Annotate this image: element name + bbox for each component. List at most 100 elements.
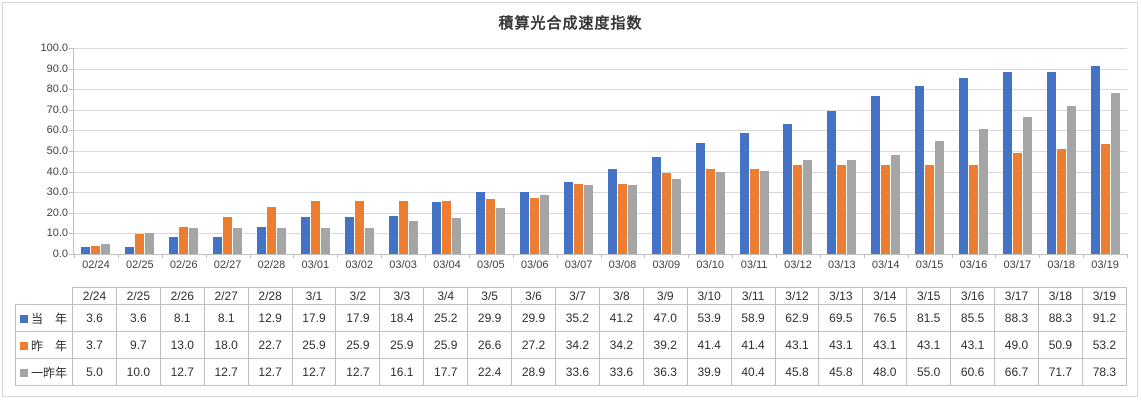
x-axis-label: 03/05 — [477, 259, 505, 271]
x-axis-label: 03/14 — [871, 259, 900, 271]
table-date-header: 3/2 — [335, 287, 381, 305]
table-series-row: 昨 年 3.7 9.7 13.0 18.0 22.7 25.9 25.9 25.9 25.9 26.… — [15, 331, 1128, 359]
y-axis-tick — [69, 130, 73, 131]
bar-group — [469, 48, 513, 254]
bar-group — [293, 48, 337, 254]
table-value-cell: 5.0 — [72, 358, 117, 386]
bar-series-1 — [1002, 72, 1012, 254]
bar-group — [118, 48, 162, 254]
x-axis-tick — [601, 254, 602, 258]
table-date-header: 3/6 — [511, 287, 556, 305]
table-value-cell: 10.0 — [115, 358, 161, 386]
table-value-cell: 43.1 — [774, 331, 820, 359]
table-value-cell: 45.8 — [774, 358, 820, 386]
bar-series-3 — [452, 217, 462, 254]
table-value-cell: 53.9 — [686, 304, 732, 332]
gridline — [74, 192, 1127, 193]
bar-series-2 — [135, 234, 145, 254]
y-axis-label: 30.0 — [46, 186, 68, 198]
bar-series-2 — [398, 200, 408, 254]
table-date-header: 3/14 — [862, 287, 908, 305]
table-value-cell: 27.2 — [511, 331, 556, 359]
bar-group — [995, 48, 1039, 254]
table-value-cell: 88.3 — [1037, 304, 1083, 332]
bar-series-1 — [739, 132, 749, 254]
table-value-cell: 12.7 — [159, 358, 205, 386]
y-axis-line — [73, 48, 74, 255]
bar-series-2 — [354, 200, 364, 254]
table-date-header: 3/15 — [906, 287, 952, 305]
bar-series-1 — [125, 246, 135, 254]
bar-series-1 — [1046, 72, 1056, 254]
table-value-cell: 43.1 — [950, 331, 996, 359]
y-axis-tick — [69, 151, 73, 152]
table-value-cell: 85.5 — [950, 304, 996, 332]
y-axis-tick — [69, 172, 73, 173]
x-axis-tick — [864, 254, 865, 258]
x-axis-label: 03/01 — [301, 259, 330, 271]
bar-series-3 — [847, 159, 857, 254]
bar-group — [601, 48, 645, 254]
x-axis-label: 03/02 — [345, 259, 373, 271]
x-axis-label: 03/10 — [696, 259, 724, 271]
table-value-cell: 3.7 — [72, 331, 117, 359]
table-value-cell: 71.7 — [1037, 358, 1083, 386]
gridline — [74, 233, 1127, 234]
x-axis-label: 03/03 — [389, 259, 417, 271]
bar-group — [337, 48, 381, 254]
gridline — [74, 69, 1127, 70]
bar-series-2 — [617, 183, 627, 254]
bar-series-2 — [705, 168, 715, 254]
y-axis-tick — [69, 110, 73, 111]
x-axis-tick — [381, 254, 382, 258]
table-value-cell: 43.1 — [862, 331, 908, 359]
table-value-cell: 33.6 — [554, 358, 600, 386]
table-value-cell: 39.2 — [642, 331, 688, 359]
table-value-cell: 40.4 — [730, 358, 776, 386]
x-axis-tick — [644, 254, 645, 258]
table-value-cell: 22.7 — [247, 331, 293, 359]
y-axis-label: 10.0 — [46, 227, 68, 239]
bar-series-3 — [276, 227, 286, 254]
bar-series-3 — [189, 227, 199, 254]
bar-series-1 — [300, 217, 310, 254]
chart-data-table: 2/24 2/25 2/26 2/27 2/28 3/1 3/2 3/3 3/4 3/5 3/6 3/… — [15, 287, 1128, 386]
bar-series-1 — [958, 77, 968, 254]
x-axis-tick — [206, 254, 207, 258]
x-axis-label: 03/08 — [608, 259, 637, 271]
table-value-cell: 47.0 — [642, 304, 688, 332]
bar-series-1 — [564, 181, 574, 254]
bar-series-1 — [695, 143, 705, 254]
bar-series-2 — [91, 246, 101, 254]
chart-title: 積算光合成速度指数 — [498, 15, 643, 32]
bar-series-3 — [627, 184, 637, 254]
y-axis-tick — [69, 192, 73, 193]
table-date-header: 3/3 — [379, 287, 425, 305]
table-value-cell: 25.2 — [423, 304, 469, 332]
table-date-header: 2/24 — [72, 287, 117, 305]
x-axis-label: 02/27 — [213, 259, 242, 271]
table-value-cell: 12.7 — [335, 358, 381, 386]
x-axis-tick — [425, 254, 426, 258]
table-value-cell: 41.4 — [730, 331, 776, 359]
bar-series-2 — [1012, 153, 1022, 254]
bar-group — [732, 48, 776, 254]
x-axis-label: 02/24 — [82, 259, 110, 271]
table-value-cell: 34.2 — [554, 331, 600, 359]
table-value-cell: 17.7 — [423, 358, 469, 386]
bar-series-3 — [978, 129, 988, 254]
bar-series-2 — [574, 183, 584, 254]
x-axis-tick — [732, 254, 733, 258]
y-axis-label: 90.0 — [46, 63, 68, 75]
bar-series-2 — [1056, 149, 1066, 254]
bar-series-3 — [1066, 106, 1076, 254]
table-value-cell: 22.4 — [467, 358, 513, 386]
x-axis-label: 03/09 — [652, 259, 681, 271]
table-value-cell: 26.6 — [467, 331, 513, 359]
bar-group — [688, 48, 732, 254]
y-axis-tick — [69, 69, 73, 70]
bar-series-2 — [925, 165, 935, 254]
bar-series-1 — [915, 86, 925, 254]
table-value-cell: 55.0 — [906, 358, 952, 386]
table-date-header: 3/13 — [818, 287, 864, 305]
